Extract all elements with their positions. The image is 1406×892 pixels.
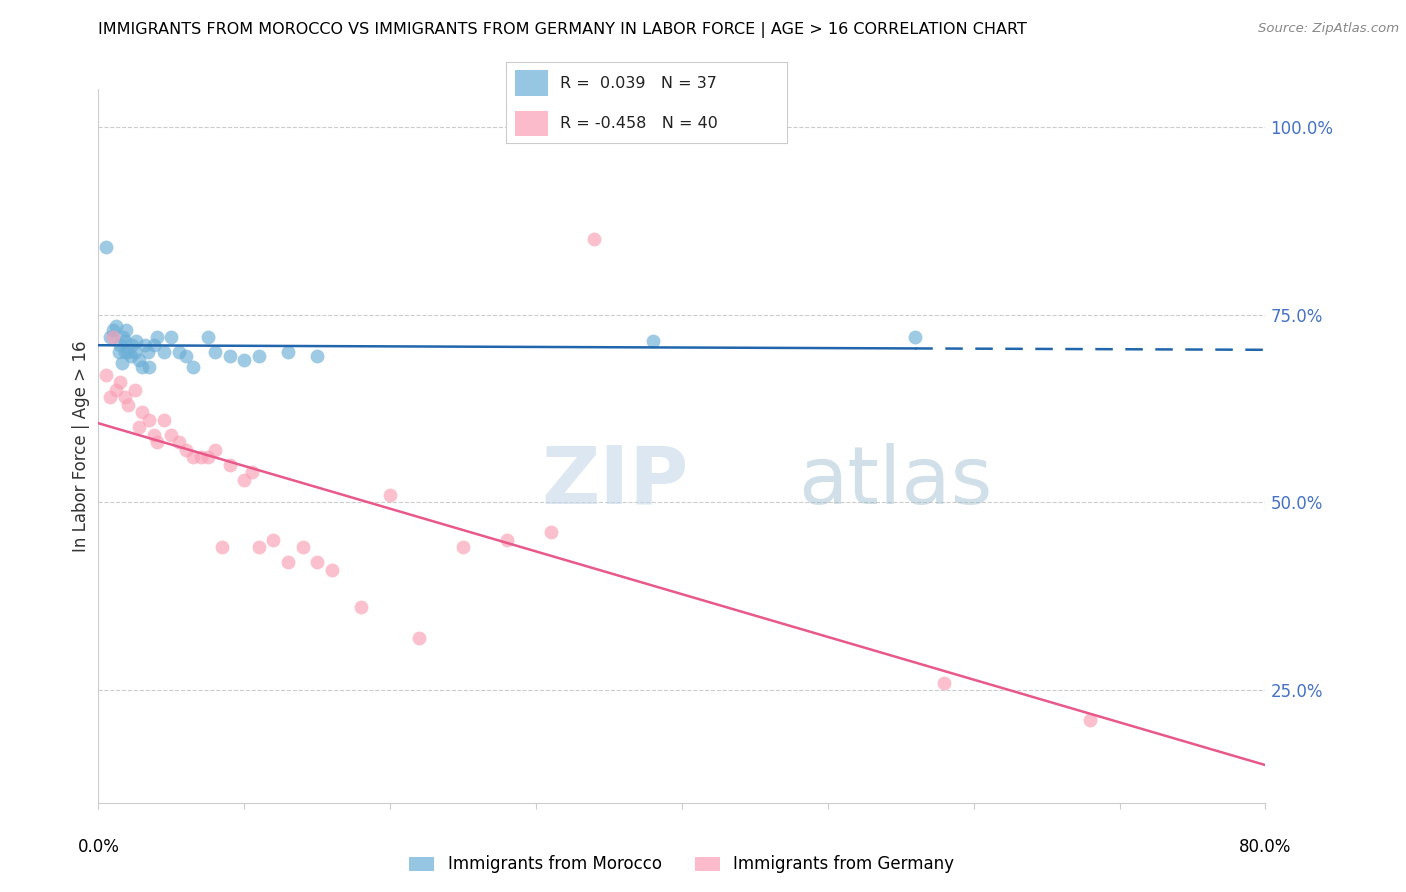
Point: [124, 345, 146, 359]
Point: [197, 450, 219, 465]
Point: [153, 345, 176, 359]
Point: [110, 337, 132, 351]
Point: [190, 450, 212, 465]
Point: [218, 458, 240, 472]
Point: [583, 232, 606, 246]
Point: [240, 465, 263, 479]
Text: ZIP: ZIP: [541, 442, 689, 521]
Point: [131, 405, 153, 419]
Point: [104, 318, 127, 333]
Point: [262, 533, 284, 547]
Point: [291, 541, 314, 555]
Point: [121, 337, 143, 351]
Point: [641, 334, 664, 348]
Point: [160, 330, 183, 344]
Text: R =  0.039   N = 37: R = 0.039 N = 37: [560, 76, 717, 91]
Point: [167, 435, 190, 450]
Bar: [515, 70, 548, 96]
Point: [181, 360, 204, 375]
Text: Source: ZipAtlas.com: Source: ZipAtlas.com: [1258, 22, 1399, 36]
Point: [125, 334, 148, 348]
Point: [98, 330, 121, 344]
Point: [108, 345, 131, 359]
Point: [247, 541, 270, 555]
Point: [146, 435, 169, 450]
Text: 80.0%: 80.0%: [1239, 838, 1292, 855]
Y-axis label: In Labor Force | Age > 16: In Labor Force | Age > 16: [72, 340, 90, 552]
Point: [153, 413, 176, 427]
Point: [1080, 713, 1102, 727]
Point: [94, 240, 117, 254]
Point: [134, 337, 156, 351]
Point: [204, 442, 226, 457]
Point: [307, 556, 329, 570]
Point: [160, 427, 183, 442]
Point: [378, 488, 402, 502]
Point: [114, 345, 136, 359]
Point: [247, 349, 270, 363]
Point: [233, 352, 256, 367]
Point: [233, 473, 256, 487]
Point: [277, 556, 299, 570]
Point: [138, 413, 160, 427]
Point: [495, 533, 517, 547]
Point: [146, 330, 169, 344]
Point: [114, 390, 136, 404]
Point: [540, 525, 562, 540]
Point: [142, 337, 165, 351]
Point: [451, 541, 474, 555]
Point: [211, 541, 233, 555]
Point: [934, 675, 956, 690]
Point: [101, 330, 124, 344]
Bar: [515, 111, 548, 136]
Point: [110, 375, 132, 389]
Point: [131, 360, 153, 375]
Point: [101, 322, 124, 336]
Point: [115, 322, 138, 336]
Point: [124, 383, 146, 397]
Text: 0.0%: 0.0%: [77, 838, 120, 855]
Point: [307, 349, 329, 363]
Point: [181, 450, 204, 465]
Point: [138, 360, 160, 375]
Text: atlas: atlas: [799, 442, 993, 521]
Point: [167, 345, 190, 359]
Point: [104, 383, 127, 397]
Point: [117, 345, 139, 359]
Point: [128, 420, 150, 434]
Point: [136, 345, 159, 359]
Legend: Immigrants from Morocco, Immigrants from Germany: Immigrants from Morocco, Immigrants from…: [402, 849, 962, 880]
Point: [114, 334, 136, 348]
Point: [174, 349, 197, 363]
Point: [111, 356, 134, 370]
Text: IMMIGRANTS FROM MOROCCO VS IMMIGRANTS FROM GERMANY IN LABOR FORCE | AGE > 16 COR: IMMIGRANTS FROM MOROCCO VS IMMIGRANTS FR…: [98, 22, 1028, 38]
Point: [94, 368, 117, 382]
Text: R = -0.458   N = 40: R = -0.458 N = 40: [560, 116, 717, 131]
Point: [142, 427, 165, 442]
Point: [112, 330, 135, 344]
Point: [321, 563, 343, 577]
Point: [128, 352, 150, 367]
Point: [904, 330, 927, 344]
Point: [120, 349, 142, 363]
Point: [117, 398, 139, 412]
Point: [204, 345, 226, 359]
Point: [174, 442, 197, 457]
Point: [408, 631, 430, 645]
Point: [218, 349, 240, 363]
Point: [98, 390, 121, 404]
Point: [350, 600, 373, 615]
Point: [197, 330, 219, 344]
Point: [277, 345, 299, 359]
